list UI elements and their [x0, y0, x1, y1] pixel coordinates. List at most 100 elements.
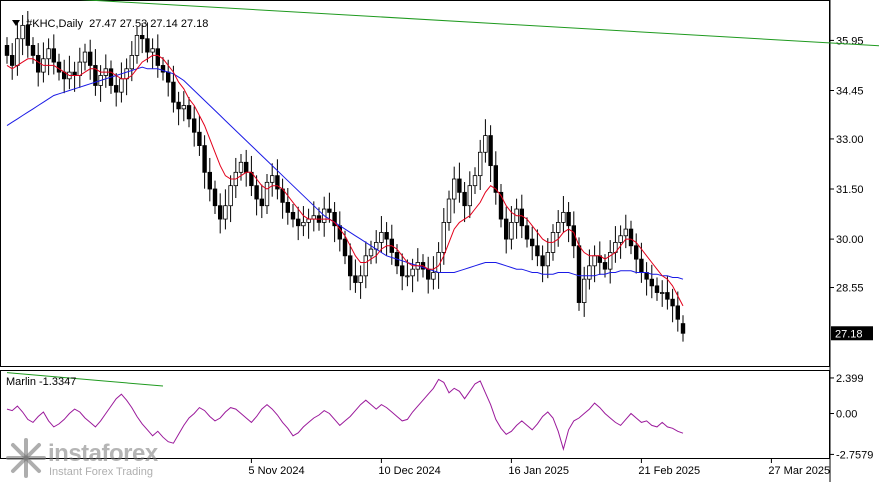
candle-body — [301, 222, 306, 227]
candle-body — [477, 151, 483, 177]
marlin-oscillator — [6, 378, 684, 451]
candle-body — [46, 48, 51, 60]
candle-body — [332, 211, 337, 227]
candle-body — [441, 222, 446, 253]
price-tick-label: 34.45 — [836, 85, 864, 97]
instaforex-logo-icon — [6, 438, 46, 478]
candle-body — [451, 178, 457, 200]
candle-body — [197, 131, 202, 146]
collapse-triangle-icon[interactable] — [12, 20, 21, 26]
candle-body — [405, 275, 410, 278]
candle-body — [56, 61, 62, 73]
price-chart-pane[interactable] — [0, 0, 830, 367]
candle-body — [399, 265, 405, 277]
candle-body — [675, 305, 680, 320]
candle-body — [160, 65, 166, 73]
candlestick-series[interactable] — [4, 11, 686, 342]
candle-body — [670, 298, 675, 307]
candle-body — [93, 65, 98, 86]
slow-moving-average-line — [6, 66, 684, 280]
candle-body — [545, 252, 550, 267]
candle-body — [134, 34, 140, 56]
candle-body — [264, 181, 270, 207]
oscillator-tick-label: -2.7579 — [836, 449, 873, 461]
candle-body — [628, 228, 634, 247]
last-price-tag: 27.18 — [831, 326, 873, 341]
candle-body — [363, 255, 368, 277]
candle-body — [311, 215, 316, 220]
candle-body — [353, 275, 358, 283]
candle-body — [639, 258, 644, 273]
candle-body — [259, 198, 264, 207]
trendlines[interactable] — [6, 0, 879, 387]
candle-body — [165, 71, 171, 83]
candle-body — [483, 135, 488, 153]
candle-body — [238, 161, 244, 173]
candle-body — [665, 292, 670, 300]
ohlc-values: 27.47 27.53 27.14 27.18 — [89, 18, 209, 30]
candle-body — [15, 38, 20, 66]
candle-body — [202, 145, 207, 173]
candle-body — [519, 208, 524, 227]
candle-body — [467, 185, 472, 207]
candle-body — [425, 268, 431, 280]
time-axis[interactable]: 5 Nov 2024 10 Dec 2024 16 Jan 2025 21 Feb 2… — [248, 459, 879, 477]
candle-body — [488, 135, 493, 167]
candle-body — [431, 272, 436, 280]
chart-symbol: #KHC,Daily — [26, 18, 83, 30]
candle-body — [9, 55, 15, 66]
candle-body — [462, 191, 467, 207]
candle-body — [384, 232, 389, 240]
price-tick-label: 35.95 — [836, 35, 864, 47]
candle-body — [602, 262, 608, 270]
candle-body — [217, 205, 223, 220]
candle-body — [186, 105, 192, 120]
last-price-label: 27.18 — [835, 328, 863, 340]
candle-body — [82, 51, 88, 63]
time-tick-label: 27 Mar 2025 — [768, 465, 830, 477]
candle-body — [207, 171, 212, 190]
candle-body — [524, 225, 530, 240]
indicator-pane[interactable] — [0, 370, 830, 459]
time-tick-label: 10 Dec 2024 — [378, 465, 440, 477]
indicator-label: Marlin -1.3347 — [6, 376, 77, 388]
candle-body — [77, 61, 82, 76]
candle-body — [51, 48, 56, 63]
candle-body — [540, 255, 545, 267]
candle-body — [30, 45, 36, 56]
candle-body — [129, 55, 134, 70]
candle-body — [623, 228, 628, 237]
candle-body — [654, 285, 660, 293]
candle-body — [327, 208, 332, 213]
candle-body — [530, 238, 535, 247]
candle-body — [72, 71, 77, 76]
candle-body — [285, 201, 290, 213]
candle-body — [410, 268, 415, 277]
candle-body — [379, 232, 384, 243]
candle-body — [290, 211, 296, 220]
watermark-tagline: Instant Forex Trading — [49, 466, 153, 478]
candle-body — [582, 278, 587, 303]
upper-trendline — [79, 0, 879, 47]
candle-body — [171, 81, 176, 103]
time-tick-label: 5 Nov 2024 — [248, 465, 304, 477]
price-axis[interactable]: 35.95 34.45 33.00 31.50 30.00 28.55 — [830, 35, 864, 295]
candle-body — [503, 218, 509, 240]
candle-body — [556, 222, 561, 233]
instaforex-watermark: instaforex Instant Forex Trading — [4, 436, 194, 480]
candle-body — [20, 24, 25, 40]
candle-body — [254, 185, 259, 200]
candle-body — [275, 175, 280, 190]
candle-body — [124, 68, 129, 80]
candle-body — [269, 175, 275, 183]
candle-body — [150, 48, 155, 53]
oscillator-tick-label: 0.00 — [836, 409, 857, 421]
candle-body — [446, 198, 452, 223]
candle-body — [634, 245, 639, 260]
candle-body — [25, 24, 30, 46]
price-tick-label: 31.50 — [836, 184, 864, 196]
candle-body — [295, 218, 301, 227]
candle-body — [36, 55, 41, 73]
lower-trendline — [6, 372, 164, 387]
